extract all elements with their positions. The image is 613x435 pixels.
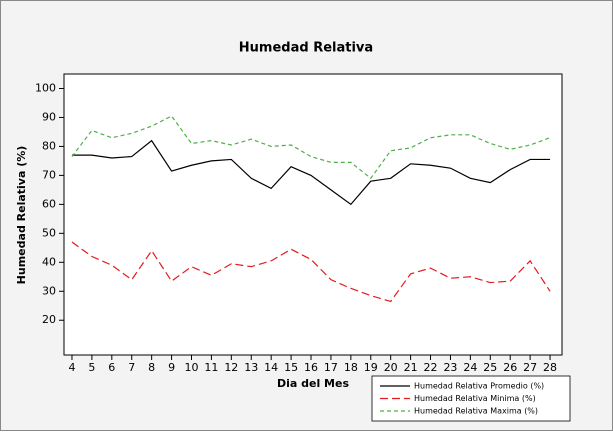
x-tick-label: 18	[344, 361, 358, 374]
y-tick-label: 40	[42, 255, 56, 268]
y-axis-label: Humedad Relativa (%)	[15, 146, 28, 285]
x-axis-label: Dia del Mes	[277, 377, 349, 390]
x-tick-label: 5	[88, 361, 95, 374]
x-tick-label: 15	[284, 361, 298, 374]
x-tick-label: 12	[224, 361, 238, 374]
y-tick-label: 100	[35, 81, 56, 94]
y-tick-label: 60	[42, 197, 56, 210]
x-tick-label: 24	[463, 361, 477, 374]
x-tick-label: 6	[108, 361, 115, 374]
x-tick-label: 8	[148, 361, 155, 374]
x-tick-label: 4	[68, 361, 75, 374]
chart-title: Humedad Relativa	[239, 41, 373, 56]
legend-label: Humedad Relativa Maxima (%)	[414, 407, 538, 416]
x-tick-label: 14	[264, 361, 278, 374]
x-tick-label: 9	[168, 361, 175, 374]
y-tick-label: 50	[42, 226, 56, 239]
x-tick-label: 16	[304, 361, 318, 374]
y-tick-label: 90	[42, 110, 56, 123]
y-tick-label: 30	[42, 284, 56, 297]
x-tick-label: 10	[184, 361, 198, 374]
line-series	[71, 241, 551, 303]
y-tick-label: 20	[42, 313, 56, 326]
legend-label: Humedad Relativa Promedio (%)	[414, 382, 544, 391]
line-series	[71, 139, 551, 206]
x-tick-label: 26	[503, 361, 517, 374]
x-tick-label: 22	[424, 361, 438, 374]
x-tick-label: 25	[483, 361, 497, 374]
x-tick-label: 19	[364, 361, 378, 374]
x-tick-label: 28	[543, 361, 557, 374]
x-tick-label: 23	[443, 361, 457, 374]
y-tick-label: 70	[42, 168, 56, 181]
x-tick-label: 17	[324, 361, 338, 374]
plot-area	[63, 73, 563, 356]
x-tick-label: 27	[523, 361, 537, 374]
x-tick-label: 7	[128, 361, 135, 374]
x-tick-label: 20	[384, 361, 398, 374]
legend-label: Humedad Relativa Minima (%)	[414, 394, 536, 403]
x-tick-label: 13	[244, 361, 258, 374]
y-tick-label: 80	[42, 139, 56, 152]
x-tick-label: 11	[204, 361, 218, 374]
x-tick-label: 21	[404, 361, 418, 374]
